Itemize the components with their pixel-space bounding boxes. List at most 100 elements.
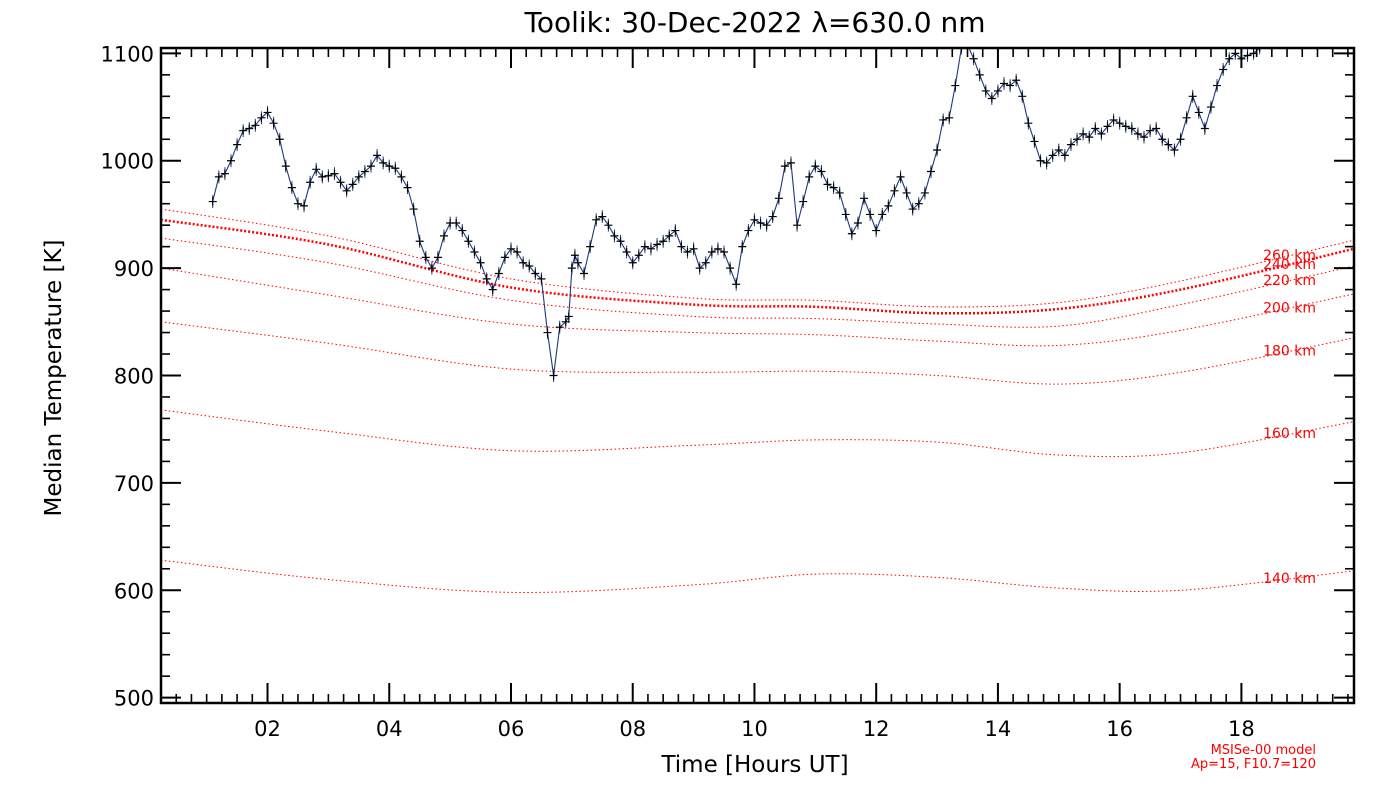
observed-markers: [208, 48, 1264, 380]
data-point: [1176, 135, 1185, 144]
model-annotation: MSISe-00 model Ap=15, F10.7=120: [1191, 743, 1316, 772]
data-point: [549, 371, 558, 380]
data-point: [1152, 124, 1161, 133]
data-point: [1042, 158, 1051, 167]
data-point: [354, 172, 363, 181]
data-point: [537, 274, 546, 283]
model-label-220-km: 220 km: [1263, 273, 1316, 289]
data-point: [951, 81, 960, 90]
data-point: [653, 240, 662, 249]
x-tick-label: 18: [1228, 717, 1255, 741]
data-point: [683, 248, 692, 257]
data-point: [957, 48, 966, 52]
data-point: [476, 258, 485, 267]
data-point: [1182, 113, 1191, 122]
data-point: [263, 108, 272, 117]
model-curve-140-km: [161, 559, 1354, 593]
data-point: [1066, 140, 1075, 149]
data-point: [233, 140, 242, 149]
y-tick-label: 700: [114, 472, 154, 496]
data-point: [275, 135, 284, 144]
data-point: [519, 258, 528, 267]
data-point: [1060, 151, 1069, 160]
data-point: [896, 172, 905, 181]
model-label-160-km: 160 km: [1263, 426, 1316, 442]
data-point: [1036, 156, 1045, 165]
data-point: [470, 248, 479, 257]
data-point: [525, 261, 534, 270]
data-point: [604, 221, 613, 230]
data-point: [1231, 49, 1240, 58]
data-point: [707, 248, 716, 257]
data-point: [348, 180, 357, 189]
x-tick-label: 16: [1106, 717, 1133, 741]
data-point: [756, 219, 765, 228]
data-point: [555, 323, 564, 332]
model-label-200-km: 200 km: [1263, 300, 1316, 316]
data-point: [1200, 124, 1209, 133]
data-point: [634, 251, 643, 260]
data-point: [689, 244, 698, 253]
data-point: [427, 264, 436, 273]
data-point: [628, 258, 637, 267]
model-curve-220-km: [161, 237, 1354, 328]
data-point: [391, 164, 400, 173]
data-point: [1012, 76, 1021, 85]
x-tick-label: 04: [376, 717, 403, 741]
data-point: [500, 253, 509, 262]
data-point: [306, 178, 315, 187]
data-point: [939, 115, 948, 124]
data-point: [567, 264, 576, 273]
data-point: [1219, 65, 1228, 74]
data-point: [281, 162, 290, 171]
data-point: [701, 258, 710, 267]
data-point: [1213, 81, 1222, 90]
data-point: [293, 199, 302, 208]
data-point: [720, 248, 729, 257]
data-point: [1255, 48, 1264, 52]
data-point: [671, 226, 680, 235]
data-point: [482, 274, 491, 283]
data-point: [300, 201, 309, 210]
data-point: [616, 237, 625, 246]
model-label-240-km: 240 km: [1263, 257, 1316, 273]
data-point: [330, 169, 339, 178]
data-point: [768, 212, 777, 221]
observed-line: [212, 48, 1261, 376]
model-curve-180-km: [161, 321, 1354, 385]
data-point: [993, 86, 1002, 95]
data-point: [464, 237, 473, 246]
data-point: [573, 258, 582, 267]
plot-frame: [159, 46, 1356, 705]
data-point: [287, 183, 296, 192]
y-tick-label: 1100: [101, 42, 154, 66]
data-point: [403, 183, 412, 192]
x-tick-label: 08: [619, 717, 646, 741]
data-point: [793, 221, 802, 230]
data-point: [245, 124, 254, 133]
data-point: [1115, 119, 1124, 128]
y-tick-label: 1000: [101, 150, 154, 174]
data-point: [1024, 119, 1033, 128]
data-point: [1091, 124, 1100, 133]
data-point: [933, 146, 942, 155]
data-point: [543, 328, 552, 337]
data-point: [713, 244, 722, 253]
model-params-label: Ap=15, F10.7=120: [1191, 757, 1316, 772]
data-point: [1194, 108, 1203, 117]
data-point: [415, 237, 424, 246]
model-label-260-km: 260 km: [1263, 248, 1316, 264]
model-curve-240-km: [161, 218, 1354, 315]
data-point: [786, 158, 795, 167]
data-point: [866, 210, 875, 219]
data-point: [805, 172, 814, 181]
data-point: [853, 219, 862, 228]
data-point: [1121, 122, 1130, 131]
data-point: [695, 264, 704, 273]
data-point: [1158, 135, 1167, 144]
data-point: [1127, 124, 1136, 133]
data-point: [1146, 126, 1155, 135]
data-point: [659, 237, 668, 246]
